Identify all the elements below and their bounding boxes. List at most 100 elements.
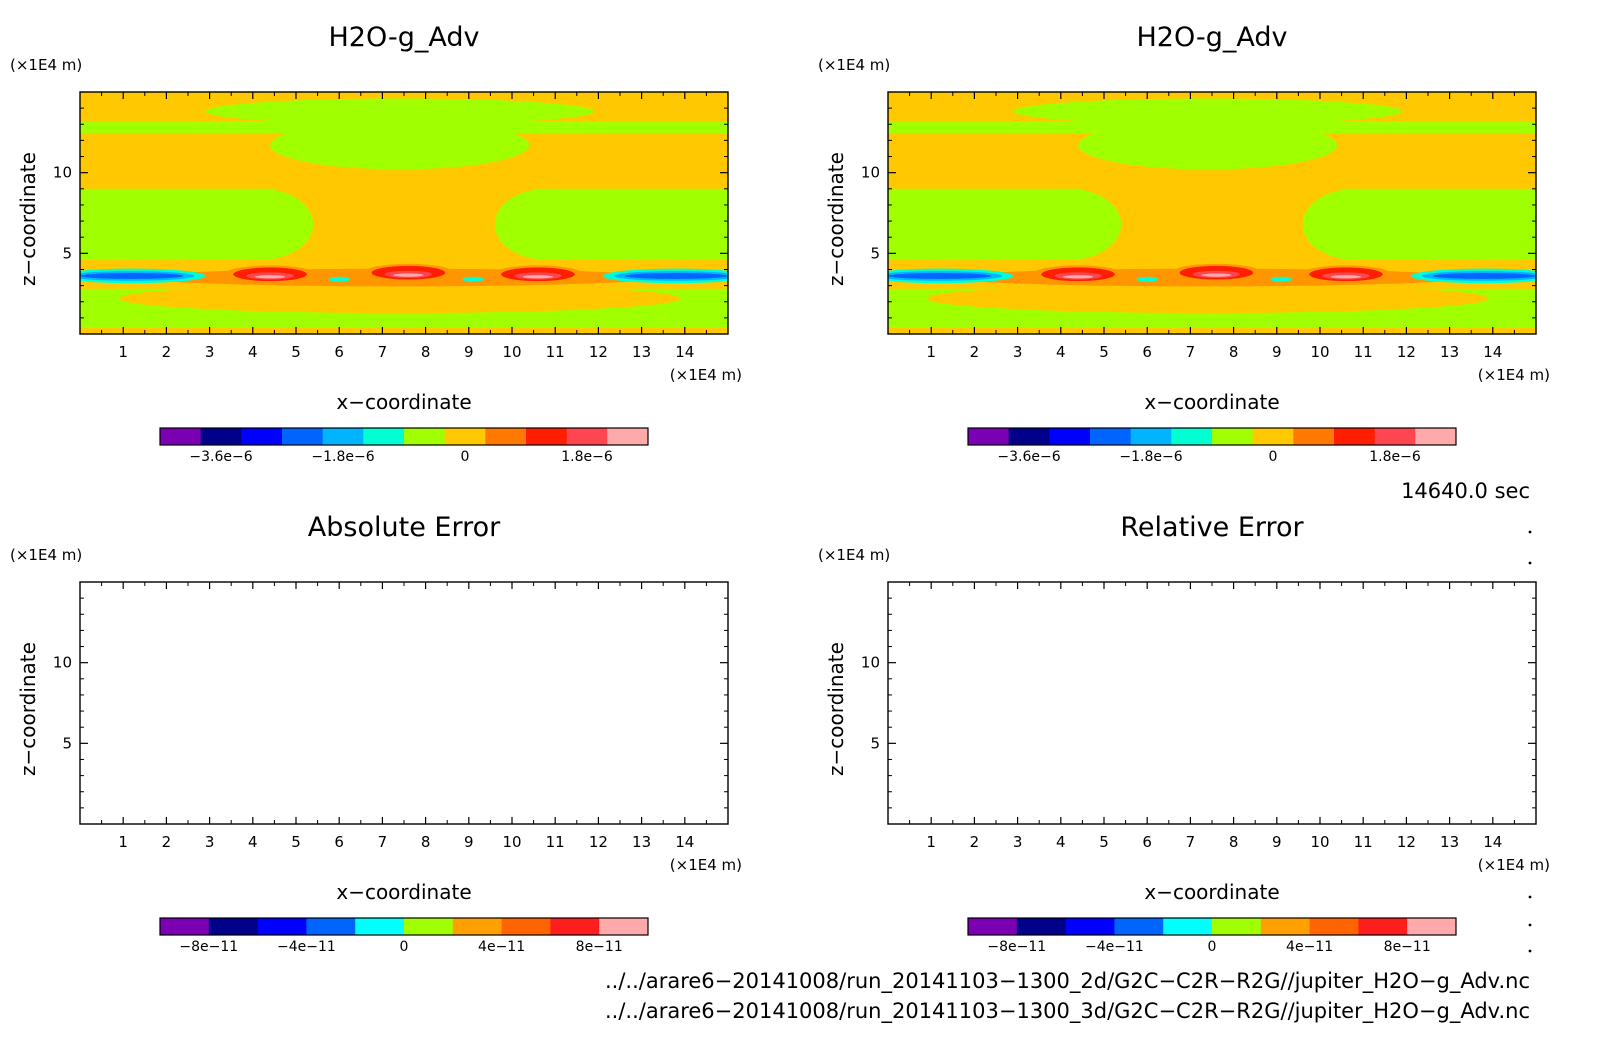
x-tick-label: 5 (1099, 343, 1109, 361)
plot-frame (79, 581, 729, 825)
y-tick-label: 10 (861, 654, 880, 672)
plot-frame (887, 581, 1537, 825)
colorbar-segment (1163, 918, 1213, 935)
x-tick-label: 4 (248, 833, 258, 851)
colorbar-segment (526, 428, 568, 445)
colorbar-segment (1334, 428, 1376, 445)
field-cell-peak-3 (1330, 275, 1362, 279)
x-tick-label: 13 (1440, 343, 1459, 361)
colorbar-segment (282, 428, 324, 445)
y-tick-label: 10 (53, 654, 72, 672)
colorbar-tick-label: −4e−11 (1085, 939, 1144, 955)
contour-field (888, 92, 1536, 334)
x-tick-label: 8 (421, 343, 431, 361)
y-tick-label: 10 (53, 164, 72, 182)
colorbar-segment (1171, 428, 1213, 445)
x-axis-label: x−coordinate (336, 390, 471, 414)
field-cap-top (1013, 98, 1403, 125)
field-orange-lower (926, 283, 1489, 314)
x-tick-label: 10 (1310, 343, 1329, 361)
x-tick-label: 7 (1186, 833, 1196, 851)
x-tick-label: 6 (334, 343, 344, 361)
x-unit-label: (×1E4 m) (670, 366, 742, 384)
colorbar-frame (967, 917, 1457, 936)
field-cell-peak-3 (522, 275, 554, 279)
field-orange-lower (118, 283, 681, 314)
field-green-left-edge (209, 188, 314, 260)
x-tick-label: 5 (291, 833, 301, 851)
chart-title: Relative Error (1120, 512, 1304, 543)
colorbar-frame (159, 427, 649, 446)
field-blue-core-1 (888, 273, 992, 279)
x-tick-label: 12 (1397, 343, 1416, 361)
colorbar: −8e−11 −4e−11 0 4e−11 8e−11 (967, 917, 1457, 955)
x-unit-label: (×1E4 m) (670, 856, 742, 874)
x-tick-label: 13 (1440, 833, 1459, 851)
colorbar-tick-label: −3.6e−6 (189, 449, 252, 465)
x-tick-label: 9 (1272, 343, 1282, 361)
x-axis-label: x−coordinate (336, 880, 471, 904)
x-tick-label: 4 (248, 343, 258, 361)
x-tick-label: 10 (1310, 833, 1329, 851)
colorbar-segment (160, 428, 202, 445)
field-cap-top (205, 98, 595, 125)
colorbar-segment (241, 428, 283, 445)
x-tick-label: 11 (1354, 343, 1373, 361)
colorbar: −8e−11 −4e−11 0 4e−11 8e−11 (159, 917, 649, 955)
y-unit-label: (×1E4 m) (818, 546, 890, 564)
colorbar-segment (566, 428, 608, 445)
x-tick-label: 9 (1272, 833, 1282, 851)
colorbar: −3.6e−6 −1.8e−6 0 1.8e−6 (967, 427, 1457, 465)
colorbar-segment (1358, 918, 1408, 935)
field-blue-spot-2 (1270, 276, 1292, 282)
colorbar-tick-label: −8e−11 (987, 939, 1046, 955)
x-tick-label: 5 (1099, 833, 1109, 851)
x-tick-label: 14 (675, 343, 694, 361)
colorbar-segment (404, 918, 454, 935)
x-tick-label: 6 (1142, 343, 1152, 361)
x-tick-label: 7 (378, 343, 388, 361)
colorbar-tick-label: −1.8e−6 (1119, 449, 1182, 465)
colorbar-segment (1008, 428, 1050, 445)
y-tick-label: 5 (62, 734, 72, 752)
x-tick-label: 6 (334, 833, 344, 851)
colorbar-tick-label: 4e−11 (1286, 939, 1333, 955)
x-tick-label: 3 (205, 343, 215, 361)
colorbar-segment (306, 918, 356, 935)
x-tick-label: 1 (926, 833, 936, 851)
colorbar-segment (550, 918, 600, 935)
field-blue-core-1 (80, 273, 184, 279)
x-tick-label: 12 (589, 833, 608, 851)
colorbar: −3.6e−6 −1.8e−6 0 1.8e−6 (159, 427, 649, 465)
x-tick-label: 3 (1013, 833, 1023, 851)
colorbar-segment (501, 918, 551, 935)
colorbar-segment (1309, 918, 1359, 935)
colorbar-segment (444, 428, 486, 445)
colorbar-segment (452, 918, 503, 935)
field-blue-core-2 (1432, 273, 1536, 279)
field-green-left-edge (1017, 188, 1122, 260)
colorbar-tick-label: −8e−11 (179, 939, 238, 955)
x-tick-label: 3 (205, 833, 215, 851)
field-cap-mid (270, 121, 530, 170)
x-tick-label: 8 (421, 833, 431, 851)
field-cell-peak-2 (393, 273, 424, 277)
y-axis-label: z−coordinate (824, 642, 848, 776)
x-tick-label: 10 (502, 833, 521, 851)
field-blue-core-2 (624, 273, 728, 279)
field-cell-peak-2 (1201, 273, 1232, 277)
y-axis-label: z−coordinate (824, 152, 848, 286)
colorbar-tick-label: 4e−11 (478, 939, 525, 955)
chart-title: H2O-g_Adv (329, 22, 480, 53)
x-tick-label: 1 (926, 343, 936, 361)
y-tick-label: 10 (861, 164, 880, 182)
colorbar-segment (1016, 918, 1067, 935)
x-tick-label: 2 (970, 833, 980, 851)
colorbar-tick-label: −1.8e−6 (311, 449, 374, 465)
y-unit-label: (×1E4 m) (10, 546, 82, 564)
x-tick-label: 11 (1354, 833, 1373, 851)
